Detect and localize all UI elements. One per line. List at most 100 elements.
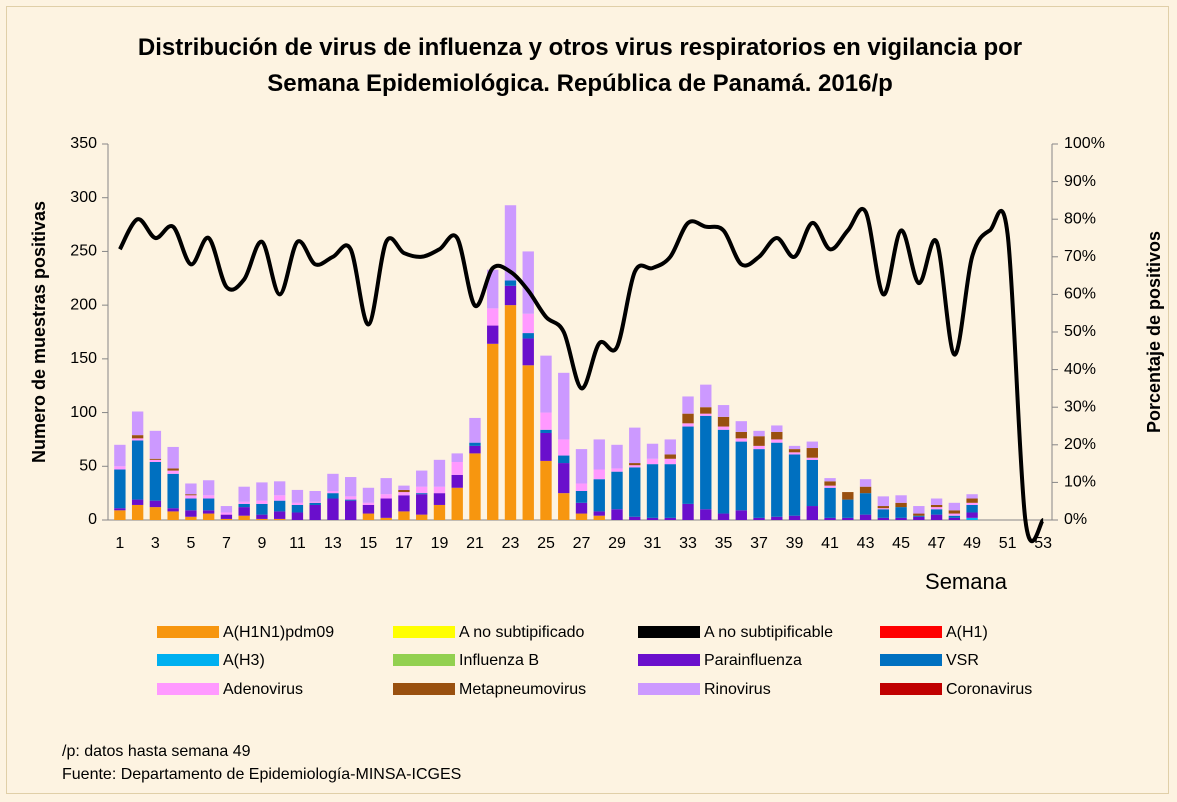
x-tick-label: 21 [466,535,484,552]
bar-segment [273,518,286,520]
bar-segment [717,513,730,520]
legend-swatch [157,654,219,666]
bar-segment [540,355,552,413]
bar-segment [114,510,126,520]
bar-segment [682,396,694,414]
bar-segment [131,438,144,441]
y-tick-label: 150 [70,350,97,367]
legend-swatch [638,626,700,638]
y2-tick-label: 10% [1064,474,1096,491]
bar-segment [185,494,197,496]
x-tick-label: 53 [1034,535,1052,552]
bar-segment [558,439,570,456]
x-tick-label: 45 [892,535,910,552]
legend-swatch [157,626,219,638]
x-tick-label: 31 [644,535,662,552]
bar-segment [700,509,712,520]
bar-segment [842,492,854,500]
bar-segment [930,509,943,515]
bar-segment [540,432,552,461]
x-tick-label: 1 [115,535,124,552]
bar-segment [540,412,552,430]
bar-segment [913,513,925,516]
y-tick-label: 250 [70,243,97,260]
bar-segment [220,512,233,515]
bar-segment [131,440,144,500]
percent-line [118,207,1046,544]
bar-segment [788,454,801,516]
bar-segment [664,454,676,459]
bar-segment [380,494,392,499]
bar-segment [504,305,517,520]
x-tick-label: 27 [573,535,591,552]
x-tick-label: 39 [786,535,804,552]
bar-segment [291,502,304,505]
bar-segment [824,481,836,486]
x-tick-label: 11 [289,535,306,552]
x-tick-label: 7 [222,535,231,552]
bar-segment [167,511,179,520]
legend-label: A(H1N1)pdm09 [223,624,334,641]
bar-segment [522,333,534,339]
bar-segment [877,496,890,507]
bar-segment [895,517,907,520]
bar-segment [149,430,162,459]
bar-segment [522,365,534,520]
bar-segment [913,516,925,520]
bar-segment [771,431,783,440]
bar-segment [842,499,854,518]
bar-segment [646,443,659,459]
y2-tick-label: 100% [1064,135,1105,152]
bar-segment [433,504,446,520]
bar-segment [114,508,126,511]
bar-segment [149,507,162,520]
bar-segment [238,486,250,502]
bar-segment [930,507,943,510]
bar-segment [433,486,446,494]
bar-segment [380,478,392,495]
bar-segment [309,490,321,502]
bar-segment [664,464,676,518]
bar-segment [451,487,463,520]
bar-segment [433,459,446,487]
bar-segment [966,498,978,503]
bar-segment [593,515,605,520]
bar-segment [771,425,783,432]
bar-segment [487,308,499,326]
bar-segment [238,507,250,516]
bar-segment [380,517,392,520]
bar-segment [416,493,428,495]
legend-swatch [393,626,455,638]
chart-title: Distribución de virus de influenza y otr… [137,34,1023,97]
bar-segment [895,502,907,508]
legend-label: A no subtipificable [704,624,833,641]
x-tick-label: 43 [857,535,875,552]
bar-segment [256,514,268,519]
bar-segment [469,453,481,520]
bar-segment [913,515,925,517]
bar-segment [345,499,357,501]
x-tick-label: 25 [537,535,555,552]
bar-segment [487,325,499,344]
bar-segment [788,452,801,455]
y2-tick-label: 30% [1064,398,1096,415]
bar-segment [682,503,694,520]
x-tick-label: 19 [431,535,449,552]
bar-segment [149,459,162,462]
bar-segment [948,513,961,516]
bar-segment [185,516,197,520]
bar-segment [238,515,250,520]
y-axis-title: Numero de muestras positivas [29,201,49,463]
legend-label: A(H1) [946,624,988,641]
bar-segment [398,492,410,496]
legend-label: Rinovirus [704,681,771,698]
bar-segment [646,464,659,518]
bar-segment [309,501,321,503]
legend-label: Coronavirus [946,681,1032,698]
bar-segment [202,513,215,520]
x-tick-label: 13 [324,535,342,552]
bar-segment [238,503,250,508]
x-tick-label: 3 [151,535,160,552]
y2-tick-label: 20% [1064,436,1096,453]
bar-segment [824,487,836,518]
